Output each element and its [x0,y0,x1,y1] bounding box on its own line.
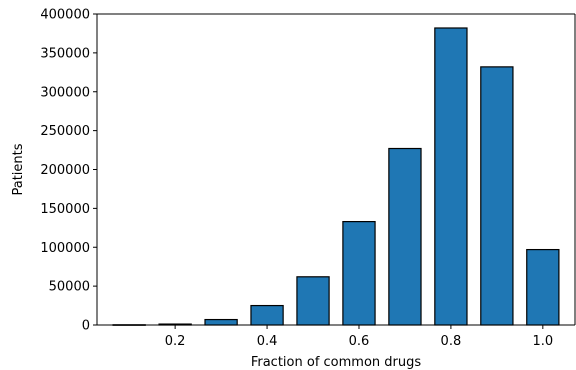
x-axis-label: Fraction of common drugs [251,355,422,370]
x-tick-label: 0.8 [441,334,462,349]
y-tick-label: 0 [82,319,90,334]
y-ticks: 0 50000 100000 150000 200000 250000 300000 3500… [40,8,97,334]
x-tick-label: 0.6 [349,334,370,349]
y-tick-label: 50000 [49,280,90,295]
bar [204,318,238,326]
bar-group [112,27,560,326]
bar [250,304,284,326]
y-tick-label: 400000 [40,8,90,23]
bar [480,66,514,326]
y-tick-label: 250000 [40,124,90,139]
y-axis-label: Patients [11,143,26,195]
bar [388,147,422,326]
bar [342,220,376,326]
bar [296,276,330,326]
bar [434,27,468,326]
x-tick-label: 1.0 [532,334,553,349]
y-tick-label: 200000 [40,163,90,178]
y-tick-label: 300000 [40,85,90,100]
y-tick-label: 100000 [40,241,90,256]
x-ticks: 0.2 0.4 0.6 0.8 1.0 [165,325,553,349]
x-tick-label: 0.2 [165,334,186,349]
x-tick-label: 0.4 [257,334,278,349]
y-tick-label: 350000 [40,46,90,61]
bar [526,248,560,326]
y-tick-label: 150000 [40,202,90,217]
